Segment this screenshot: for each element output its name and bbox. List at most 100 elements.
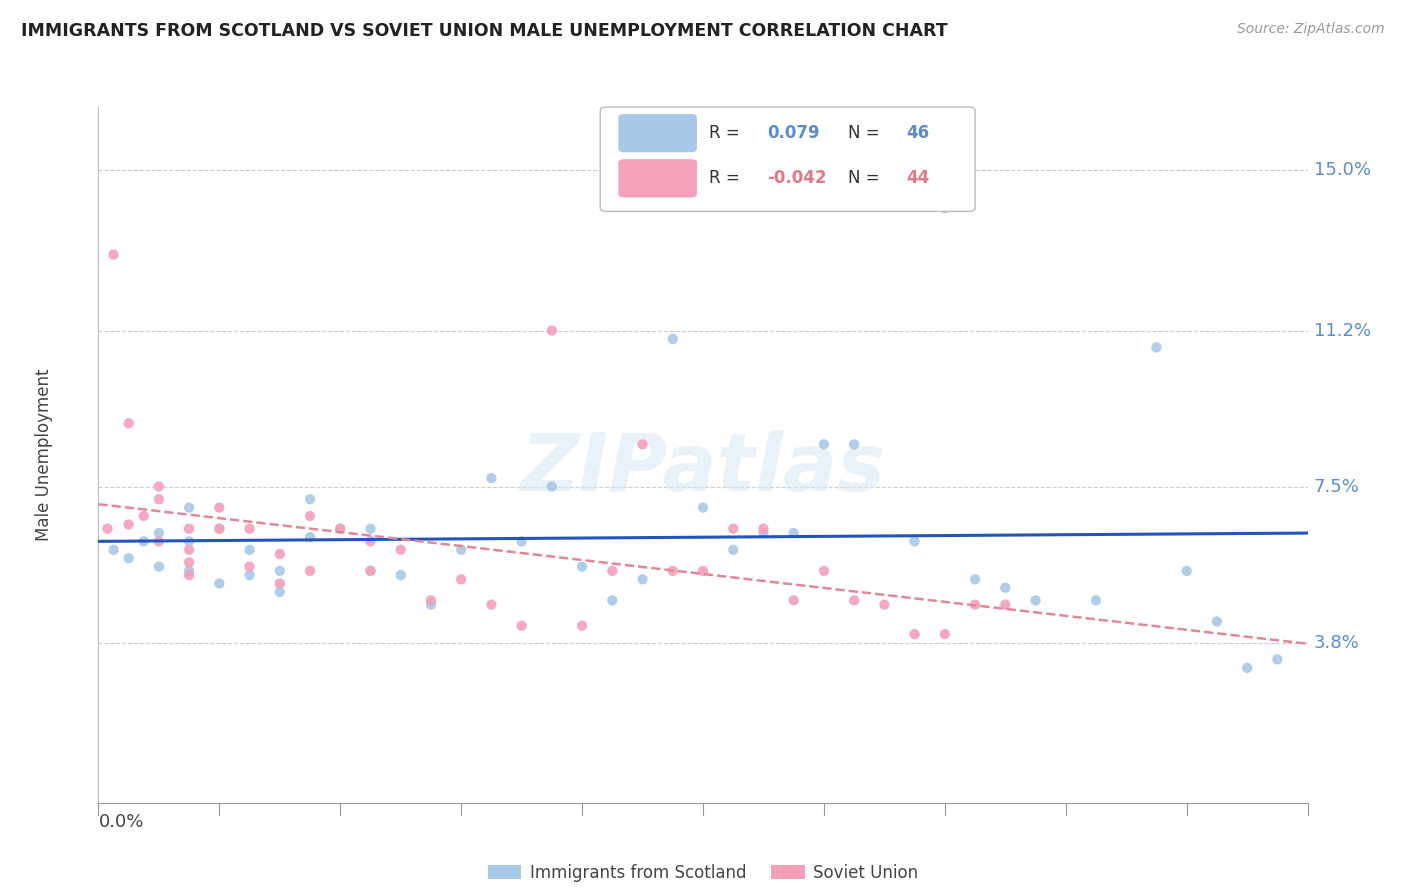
Point <box>269 564 291 578</box>
Point <box>1236 661 1258 675</box>
Point <box>602 593 624 607</box>
Text: Male Unemployment: Male Unemployment <box>35 368 53 541</box>
Point <box>540 324 562 338</box>
Point <box>661 564 683 578</box>
Point <box>299 530 322 544</box>
Point <box>299 492 322 507</box>
Point <box>359 534 381 549</box>
Text: 3.8%: 3.8% <box>1313 633 1360 651</box>
Point <box>540 479 562 493</box>
Point <box>148 479 170 493</box>
Text: 0.079: 0.079 <box>768 124 820 142</box>
Point <box>148 534 170 549</box>
Point <box>1144 340 1167 354</box>
Point <box>132 534 155 549</box>
Point <box>359 564 381 578</box>
Point <box>389 568 412 582</box>
Point <box>359 564 381 578</box>
Point <box>1175 564 1198 578</box>
Point <box>661 332 683 346</box>
Point <box>873 598 896 612</box>
Point <box>208 576 231 591</box>
Point <box>1085 593 1108 607</box>
Point <box>239 559 262 574</box>
Point <box>269 576 291 591</box>
Point <box>571 559 593 574</box>
Point <box>359 522 381 536</box>
Text: 11.2%: 11.2% <box>1313 321 1371 340</box>
Point <box>239 542 262 557</box>
Point <box>96 522 118 536</box>
Point <box>118 551 141 566</box>
Point <box>299 564 322 578</box>
Point <box>1205 615 1229 629</box>
Point <box>208 522 231 536</box>
Text: 44: 44 <box>905 169 929 187</box>
Point <box>723 522 745 536</box>
Point <box>479 471 503 485</box>
Point <box>1024 593 1046 607</box>
Point <box>813 437 835 451</box>
Point <box>132 509 155 524</box>
Point <box>179 568 201 582</box>
Point <box>450 572 472 586</box>
Point <box>118 417 141 431</box>
Point <box>329 522 352 536</box>
Point <box>844 593 866 607</box>
Point <box>179 500 201 515</box>
Point <box>934 627 956 641</box>
Point <box>782 525 804 540</box>
Text: 15.0%: 15.0% <box>1313 161 1371 179</box>
Point <box>723 542 745 557</box>
Point <box>571 618 593 632</box>
Point <box>752 525 775 540</box>
Text: R =: R = <box>709 124 745 142</box>
Text: 46: 46 <box>905 124 929 142</box>
Point <box>179 542 201 557</box>
Point <box>510 618 533 632</box>
Text: IMMIGRANTS FROM SCOTLAND VS SOVIET UNION MALE UNEMPLOYMENT CORRELATION CHART: IMMIGRANTS FROM SCOTLAND VS SOVIET UNION… <box>21 22 948 40</box>
Point <box>752 522 775 536</box>
Text: -0.042: -0.042 <box>768 169 827 187</box>
Text: Source: ZipAtlas.com: Source: ZipAtlas.com <box>1237 22 1385 37</box>
FancyBboxPatch shape <box>619 159 697 197</box>
Point <box>179 556 201 570</box>
Point <box>782 593 804 607</box>
Point <box>903 627 925 641</box>
Point <box>692 564 714 578</box>
Point <box>1265 652 1288 666</box>
Point <box>631 437 654 451</box>
Point <box>269 547 291 561</box>
Point <box>148 559 170 574</box>
Point <box>903 534 925 549</box>
Point <box>510 534 533 549</box>
Point <box>419 598 441 612</box>
Point <box>965 598 987 612</box>
Text: 7.5%: 7.5% <box>1313 477 1360 496</box>
Point <box>103 247 125 261</box>
Point <box>118 517 141 532</box>
Point <box>389 542 412 557</box>
Point <box>965 572 987 586</box>
Point <box>179 534 201 549</box>
Point <box>994 598 1017 612</box>
Point <box>844 437 866 451</box>
Text: 0.0%: 0.0% <box>98 814 143 831</box>
Point <box>329 522 352 536</box>
Point <box>419 593 441 607</box>
FancyBboxPatch shape <box>600 107 976 211</box>
FancyBboxPatch shape <box>619 114 697 153</box>
Point <box>479 598 503 612</box>
Point <box>239 522 262 536</box>
Legend: Immigrants from Scotland, Soviet Union: Immigrants from Scotland, Soviet Union <box>481 857 925 888</box>
Point <box>208 500 231 515</box>
Point <box>179 522 201 536</box>
Point <box>148 492 170 507</box>
Point <box>239 568 262 582</box>
Point <box>450 542 472 557</box>
Text: N =: N = <box>848 169 884 187</box>
Point <box>148 525 170 540</box>
Text: N =: N = <box>848 124 884 142</box>
Point <box>103 542 125 557</box>
Text: R =: R = <box>709 169 745 187</box>
